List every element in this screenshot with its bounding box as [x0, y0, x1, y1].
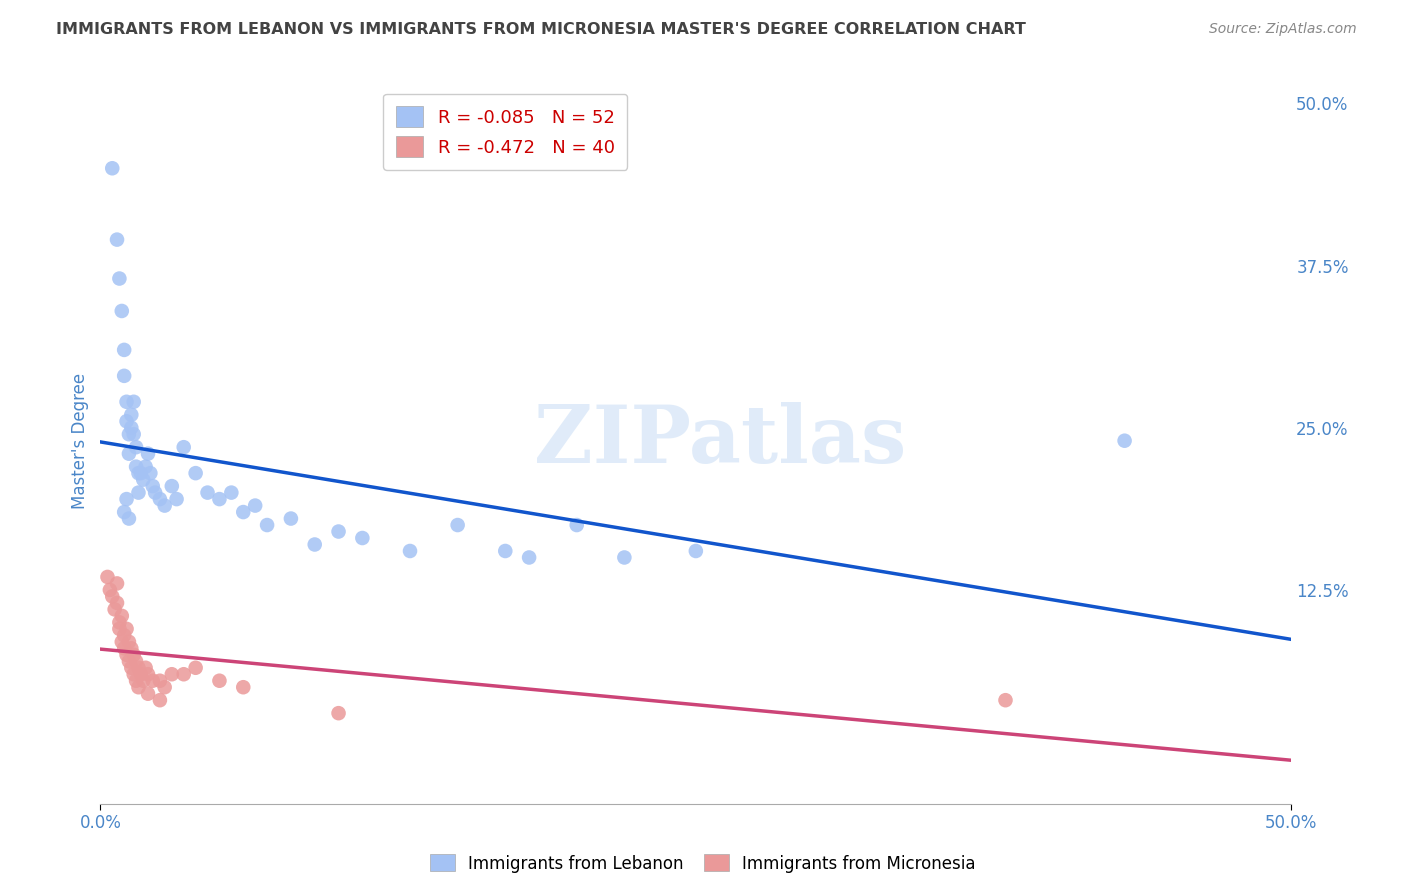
- Point: [142, 479, 165, 493]
- Point: [328, 524, 350, 539]
- Point: [118, 447, 141, 461]
- Point: [994, 693, 1017, 707]
- Point: [160, 479, 183, 493]
- Point: [104, 602, 127, 616]
- Point: [208, 492, 231, 507]
- Point: [125, 654, 148, 668]
- Text: IMMIGRANTS FROM LEBANON VS IMMIGRANTS FROM MICRONESIA MASTER'S DEGREE CORRELATIO: IMMIGRANTS FROM LEBANON VS IMMIGRANTS FR…: [56, 22, 1026, 37]
- Text: ZIPatlas: ZIPatlas: [533, 401, 905, 480]
- Point: [1114, 434, 1136, 448]
- Point: [122, 427, 145, 442]
- Point: [120, 641, 142, 656]
- Point: [120, 421, 142, 435]
- Point: [118, 511, 141, 525]
- Point: [136, 447, 159, 461]
- Point: [243, 499, 266, 513]
- Point: [115, 394, 138, 409]
- Point: [221, 485, 243, 500]
- Point: [127, 661, 149, 675]
- Point: [613, 550, 636, 565]
- Point: [96, 570, 118, 584]
- Point: [112, 368, 135, 383]
- Point: [149, 673, 172, 688]
- Point: [153, 499, 176, 513]
- Point: [125, 459, 148, 474]
- Point: [232, 505, 254, 519]
- Point: [115, 622, 138, 636]
- Point: [108, 622, 131, 636]
- Point: [125, 440, 148, 454]
- Point: [112, 343, 135, 357]
- Point: [153, 680, 176, 694]
- Point: [446, 518, 468, 533]
- Point: [105, 233, 128, 247]
- Point: [208, 673, 231, 688]
- Point: [111, 608, 134, 623]
- Point: [98, 582, 121, 597]
- Point: [112, 628, 135, 642]
- Point: [136, 687, 159, 701]
- Point: [142, 673, 165, 688]
- Point: [132, 473, 155, 487]
- Point: [143, 485, 166, 500]
- Point: [280, 511, 302, 525]
- Point: [108, 615, 131, 630]
- Point: [304, 537, 326, 551]
- Point: [120, 408, 142, 422]
- Point: [115, 414, 138, 428]
- Point: [112, 641, 135, 656]
- Point: [184, 466, 207, 480]
- Point: [166, 492, 188, 507]
- Point: [120, 661, 142, 675]
- Point: [139, 466, 162, 480]
- Y-axis label: Master's Degree: Master's Degree: [72, 373, 89, 508]
- Point: [149, 492, 172, 507]
- Point: [135, 459, 157, 474]
- Point: [232, 680, 254, 694]
- Point: [352, 531, 374, 545]
- Point: [105, 576, 128, 591]
- Text: Source: ZipAtlas.com: Source: ZipAtlas.com: [1209, 22, 1357, 37]
- Point: [127, 680, 149, 694]
- Point: [136, 667, 159, 681]
- Point: [122, 667, 145, 681]
- Point: [122, 648, 145, 662]
- Point: [129, 667, 152, 681]
- Point: [111, 635, 134, 649]
- Point: [399, 544, 422, 558]
- Point: [118, 654, 141, 668]
- Point: [197, 485, 219, 500]
- Point: [685, 544, 707, 558]
- Point: [160, 667, 183, 681]
- Point: [565, 518, 588, 533]
- Point: [101, 590, 124, 604]
- Point: [173, 667, 195, 681]
- Point: [108, 271, 131, 285]
- Point: [127, 485, 149, 500]
- Point: [101, 161, 124, 176]
- Point: [129, 466, 152, 480]
- Point: [115, 492, 138, 507]
- Point: [149, 693, 172, 707]
- Point: [173, 440, 195, 454]
- Point: [115, 648, 138, 662]
- Point: [122, 394, 145, 409]
- Point: [494, 544, 516, 558]
- Point: [517, 550, 540, 565]
- Point: [118, 427, 141, 442]
- Point: [132, 673, 155, 688]
- Point: [184, 661, 207, 675]
- Point: [328, 706, 350, 721]
- Point: [118, 635, 141, 649]
- Point: [125, 673, 148, 688]
- Legend: R = -0.085   N = 52, R = -0.472   N = 40: R = -0.085 N = 52, R = -0.472 N = 40: [384, 94, 627, 169]
- Point: [111, 304, 134, 318]
- Point: [127, 466, 149, 480]
- Legend: Immigrants from Lebanon, Immigrants from Micronesia: Immigrants from Lebanon, Immigrants from…: [423, 847, 983, 880]
- Point: [135, 661, 157, 675]
- Point: [256, 518, 278, 533]
- Point: [112, 505, 135, 519]
- Point: [105, 596, 128, 610]
